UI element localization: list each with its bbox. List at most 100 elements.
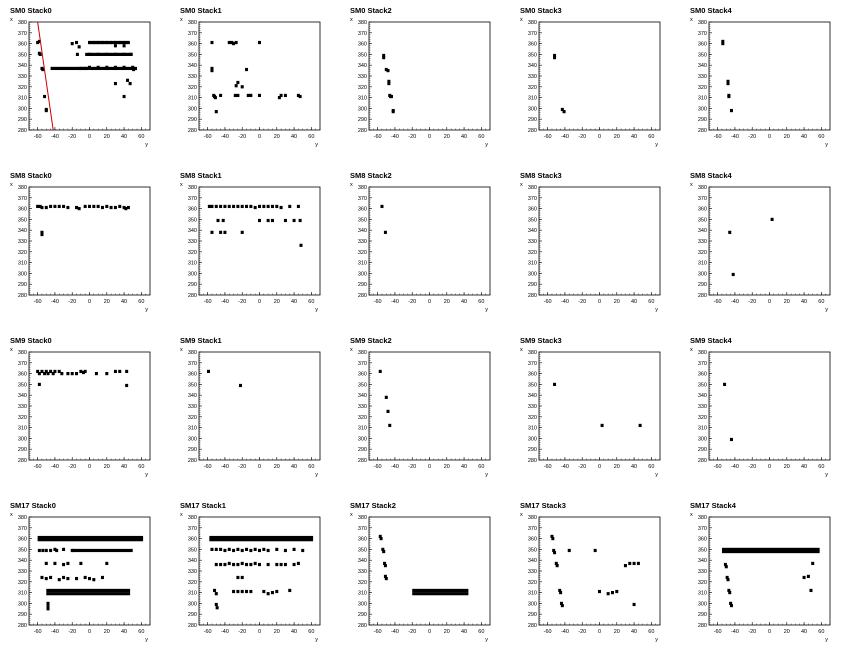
data-point	[253, 205, 257, 210]
data-point	[236, 575, 240, 580]
y-tick-label: 350	[188, 217, 197, 223]
y-tick-label: 360	[528, 207, 537, 213]
x-tick-label: -60	[204, 629, 212, 635]
y-tick-label: 300	[528, 601, 537, 607]
data-point	[770, 217, 774, 221]
data-point	[126, 78, 130, 82]
data-point	[729, 601, 733, 605]
x-tick-label: 0	[258, 299, 261, 305]
y-tick-label: 300	[18, 106, 27, 112]
x-tick-label: -60	[544, 629, 552, 635]
data-point	[279, 93, 283, 98]
x-tick-label: -60	[374, 299, 382, 305]
y-tick-label: 340	[188, 63, 197, 69]
x-tick-label: 0	[768, 464, 771, 470]
data-point	[384, 395, 388, 399]
data-point	[105, 40, 109, 45]
data-point	[53, 547, 57, 551]
y-tick-label: 310	[188, 426, 197, 432]
data-point	[214, 592, 218, 596]
data-point	[210, 40, 214, 45]
x-tick-label: 0	[768, 299, 771, 305]
data-point	[615, 589, 619, 594]
x-tick-label: -60	[714, 464, 722, 470]
data-point	[553, 382, 557, 386]
y-tick-label: 320	[358, 85, 367, 91]
x-tick-label: -40	[731, 299, 739, 305]
data-layer	[550, 534, 640, 608]
data-point	[213, 96, 217, 100]
x-tick-label: -40	[731, 464, 739, 470]
data-point	[806, 574, 810, 578]
y-tick-label: 280	[698, 128, 707, 134]
y-tick-label: 380	[528, 350, 537, 356]
y-tick-label: 330	[358, 569, 367, 575]
data-point	[227, 547, 231, 551]
x-tick-label: 0	[88, 134, 91, 140]
x-tick-label: 40	[631, 629, 637, 635]
data-point	[227, 204, 231, 209]
data-point	[245, 562, 249, 567]
x-tick-label: -40	[51, 464, 59, 470]
data-point	[100, 575, 104, 580]
data-point	[723, 382, 727, 386]
data-point	[105, 52, 109, 56]
y-tick-label: 310	[528, 261, 537, 267]
data-point	[46, 607, 50, 611]
panel-title: SM8 Stack0	[10, 171, 52, 180]
data-point	[219, 230, 223, 234]
y-tick-label: 280	[18, 293, 27, 299]
x-tick-label: 40	[461, 464, 467, 470]
y-tick-label: 280	[18, 128, 27, 134]
data-point	[41, 67, 45, 72]
x-axis-label: y	[655, 637, 658, 643]
panel-title: SM0 Stack1	[180, 6, 222, 15]
data-point	[258, 40, 261, 45]
x-axis-label: y	[315, 637, 318, 643]
data-point	[292, 218, 296, 223]
y-tick-label: 280	[358, 128, 367, 134]
data-point	[38, 204, 42, 209]
data-point	[210, 66, 214, 71]
y-tick-label: 330	[528, 404, 537, 410]
data-point	[53, 369, 57, 374]
plot-frame	[708, 186, 831, 296]
data-point	[88, 65, 91, 69]
y-tick-label: 340	[18, 393, 27, 399]
x-axis-label: y	[315, 142, 318, 148]
dense-band	[72, 548, 133, 553]
y-tick-label: 350	[358, 217, 367, 223]
data-point	[44, 548, 48, 553]
x-tick-label: 20	[274, 629, 280, 635]
x-axis-label: y	[145, 142, 148, 148]
data-point	[802, 575, 806, 580]
data-point	[383, 561, 387, 566]
data-point	[266, 592, 270, 596]
panel: SM8 Stack0 280 290 300 310 320 330 340 350 360 370…	[10, 171, 151, 313]
x-tick-label: 0	[598, 629, 601, 635]
data-point	[214, 110, 218, 114]
y-tick-label: 350	[528, 217, 537, 223]
y-axis-label: x	[180, 347, 183, 353]
y-tick-label: 300	[188, 601, 197, 607]
y-tick-label: 380	[358, 20, 367, 26]
data-point	[44, 205, 48, 210]
y-tick-label: 370	[528, 196, 537, 202]
data-point	[240, 561, 244, 566]
data-point	[728, 591, 732, 595]
data-point	[258, 548, 261, 553]
dense-band	[721, 547, 820, 551]
panel: SM0 Stack2 280 290 300 310 320 330 340 350 360 370…	[350, 6, 491, 148]
data-point	[96, 40, 100, 45]
y-tick-label: 380	[698, 350, 707, 356]
data-point	[292, 547, 296, 551]
y-tick-label: 290	[188, 447, 197, 453]
data-point	[270, 218, 274, 223]
x-tick-label: -60	[204, 134, 212, 140]
x-tick-label: 0	[258, 464, 261, 470]
data-point	[552, 548, 556, 553]
data-point	[40, 369, 44, 374]
data-point	[296, 204, 300, 209]
y-tick-label: 310	[18, 261, 27, 267]
data-point	[382, 53, 386, 58]
